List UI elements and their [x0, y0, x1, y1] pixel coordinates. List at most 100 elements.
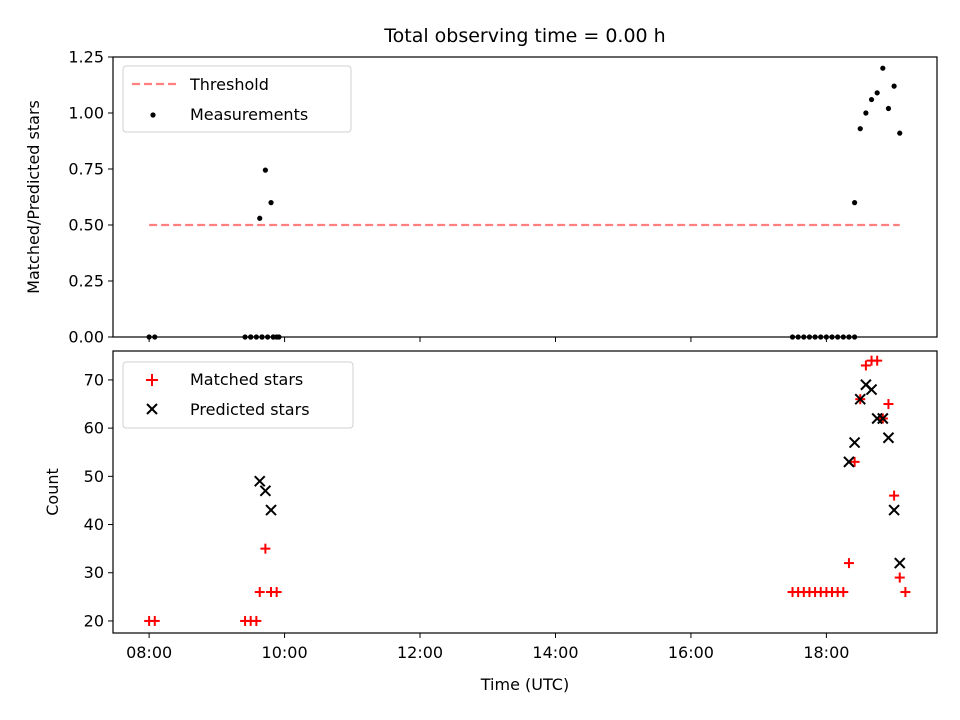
top-legend: Threshold Measurements	[122, 65, 352, 133]
predicted-legend-label: Predicted stars	[190, 400, 310, 419]
matched-legend-marker	[146, 374, 158, 386]
matched-star-point	[883, 399, 894, 410]
measurement-point	[857, 126, 863, 132]
x-tick-label: 12:00	[397, 643, 443, 662]
measurement-point	[885, 105, 892, 112]
x-stroke-b	[843, 456, 855, 468]
y-tick-label: 0.25	[68, 272, 104, 291]
measurement-point	[801, 334, 807, 340]
predicted-star-point	[843, 456, 855, 468]
matched-star-point	[271, 587, 282, 598]
x-stroke-b	[894, 557, 906, 569]
bottom-plot-frame	[112, 350, 938, 634]
measurement-point	[268, 200, 274, 206]
predicted-star-point	[254, 475, 266, 487]
x-tick-label: 10:00	[262, 643, 308, 662]
top-panel: 0.00 0.25 0.50 0.75 1.00 1.25 Matched/Predict…	[24, 48, 938, 347]
measurement-point	[868, 96, 875, 103]
measurement-point	[265, 334, 271, 340]
predicted-star-point	[854, 393, 866, 405]
x-tick-label: 14:00	[532, 643, 578, 662]
bottom-panel: 20 30 40 50 60 70 08:00 10:00 12:00 14:00 16:00 18…	[43, 350, 938, 694]
bottom-y-ticks: 20 30 40 50 60 70	[84, 370, 113, 630]
matched-star-point	[260, 543, 271, 554]
x-stroke-b	[848, 436, 861, 449]
y-tick-label: 1.25	[68, 48, 104, 67]
y-tick-label: 40	[84, 515, 104, 534]
y-tick-label: 60	[84, 419, 104, 438]
x-tick-label: 18:00	[803, 643, 849, 662]
count-points	[144, 355, 911, 626]
x-stroke-b	[265, 504, 277, 516]
measurement-point	[823, 334, 829, 340]
measurement-point	[874, 90, 880, 96]
predicted-star-point	[265, 504, 277, 516]
x-tick-label: 08:00	[126, 643, 172, 662]
x-stroke-b	[882, 432, 895, 444]
y-tick-label: 70	[84, 370, 104, 389]
bottom-legend: Matched stars Predicted stars	[122, 361, 354, 429]
measurement-point	[880, 65, 886, 71]
measurement-point	[863, 110, 869, 116]
measurement-points	[146, 65, 903, 340]
measurement-point	[852, 334, 858, 340]
measurement-point	[262, 167, 268, 173]
measurement-point	[259, 334, 265, 340]
measurement-point	[253, 334, 259, 340]
measurement-point	[846, 334, 852, 340]
measurement-point	[795, 334, 801, 340]
measurement-point	[897, 130, 903, 136]
y-tick-label: 30	[84, 563, 104, 582]
measurement-point	[152, 334, 158, 340]
measurement-point	[146, 334, 152, 340]
measurement-point	[248, 334, 254, 340]
matched-star-point	[251, 615, 262, 626]
y-tick-label: 0.00	[68, 328, 104, 347]
matched-star-point	[894, 572, 905, 583]
measurement-point	[257, 215, 263, 221]
y-tick-label: 0.50	[68, 216, 104, 235]
matched-legend-label: Matched stars	[190, 370, 303, 389]
predicted-star-point	[888, 504, 900, 516]
measurement-point	[852, 200, 858, 206]
measurement-point	[812, 334, 818, 340]
chart-title: Total observing time = 0.00 h	[383, 25, 665, 47]
matched-star-point	[838, 587, 849, 598]
x-axis-label: Time (UTC)	[480, 675, 569, 694]
x-stroke-b	[860, 379, 872, 391]
top-plot-frame	[112, 56, 938, 338]
matched-star-point	[900, 587, 911, 598]
x-stroke-b	[254, 475, 266, 487]
measurement-point	[891, 83, 897, 89]
predicted-star-point	[259, 485, 272, 497]
measurement-point	[274, 334, 280, 340]
matched-star-point	[843, 558, 854, 569]
predicted-star-point	[865, 383, 878, 396]
measurement-point	[829, 334, 835, 340]
matched-star-point	[849, 456, 860, 467]
y-tick-label: 50	[84, 467, 104, 486]
threshold-legend-label: Threshold	[189, 75, 269, 94]
predicted-star-point	[877, 412, 889, 425]
matched-star-point	[860, 360, 871, 371]
top-legend-box	[122, 65, 352, 133]
measurement-point	[789, 334, 796, 340]
bottom-legend-box	[122, 361, 354, 429]
x-stroke-b	[877, 412, 889, 425]
matched-star-point	[889, 490, 900, 501]
predicted-star-point	[894, 557, 906, 569]
x-stroke-b	[865, 383, 878, 396]
measurement-point	[806, 334, 813, 340]
x-tick-label: 16:00	[668, 643, 714, 662]
predicted-star-point	[848, 436, 861, 449]
x-stroke-b	[888, 504, 900, 516]
matched-star-point	[872, 355, 883, 366]
predicted-star-point	[882, 432, 895, 444]
x-stroke-b	[259, 485, 272, 497]
predicted-legend-marker	[146, 403, 158, 415]
measurements-legend-marker	[150, 112, 156, 118]
y-tick-label: 20	[84, 611, 104, 630]
bottom-y-axis-label: Count	[43, 468, 62, 516]
y-tick-label: 1.00	[68, 104, 104, 123]
